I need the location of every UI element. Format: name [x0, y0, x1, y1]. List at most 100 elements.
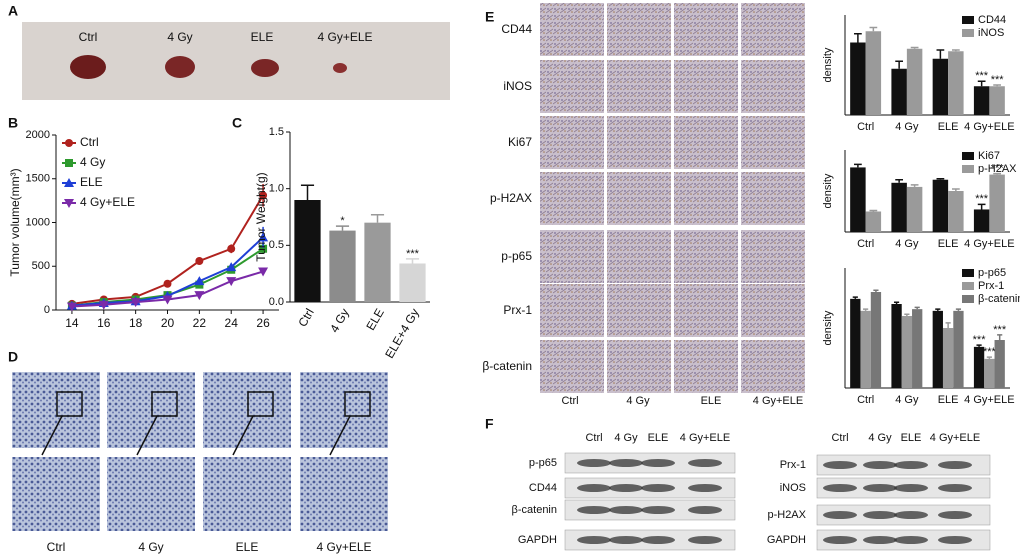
legend-label: p-H2AX — [978, 163, 1017, 175]
bar — [850, 42, 866, 115]
legend-label: Prx-1 — [978, 280, 1004, 292]
blot-band — [863, 461, 897, 469]
x-tick-label: ELE+4 Gy — [382, 306, 422, 361]
group-label: Ctrl — [79, 30, 98, 44]
legend-marker — [65, 139, 73, 147]
x-tick-label: Ctrl — [295, 306, 316, 329]
blot-band — [938, 484, 972, 492]
x-tick-label: 22 — [193, 316, 207, 330]
legend-swatch — [962, 16, 974, 24]
column-label: ELE — [701, 395, 722, 407]
tumor — [251, 59, 279, 77]
ihc-image — [741, 60, 805, 113]
bar — [932, 58, 949, 115]
bar — [399, 263, 426, 302]
blot-band — [894, 461, 928, 469]
x-tick-label: 4 Gy — [895, 121, 919, 133]
panel-letter: E — [485, 9, 494, 25]
x-tick-label: 4 Gy — [327, 306, 352, 335]
bar — [891, 304, 902, 388]
column-label: 4 Gy+ELE — [753, 395, 803, 407]
ihc-image — [607, 284, 671, 337]
ihc-image — [540, 3, 604, 56]
group-label: ELE — [236, 540, 259, 554]
x-tick-label: ELE — [363, 306, 386, 333]
ihc-image — [674, 116, 738, 169]
error-bar — [893, 301, 900, 304]
bar — [891, 182, 907, 232]
zoom-box — [344, 391, 371, 417]
blot-band — [863, 484, 897, 492]
column-label: ELE — [648, 432, 669, 444]
y-axis-label: Tumor Weight(g) — [254, 172, 268, 261]
error-bar — [852, 296, 858, 299]
x-tick-label: 4 Gy+ELE — [964, 121, 1014, 133]
error-bar — [976, 344, 982, 347]
error-bar — [869, 209, 878, 212]
error-bar — [335, 225, 350, 231]
ihc-image — [607, 3, 671, 56]
ihc-image — [540, 172, 604, 225]
row-label: p-H2AX — [767, 509, 806, 521]
significance-label: * — [340, 215, 345, 227]
column-label: Ctrl — [585, 432, 602, 444]
ihc-image — [674, 230, 738, 283]
significance-label: *** — [975, 70, 989, 82]
ihc-image — [540, 60, 604, 113]
zoom-arrow — [232, 415, 254, 456]
ihc-image — [540, 284, 604, 337]
column-label: 4 Gy — [626, 395, 650, 407]
group-label: 4 Gy — [138, 540, 163, 554]
histology-image — [12, 372, 100, 448]
blot-band — [823, 484, 857, 492]
bar — [294, 200, 321, 302]
blot-band — [609, 459, 643, 467]
bar — [989, 174, 1005, 232]
x-tick-label: 16 — [97, 316, 111, 330]
error-bar — [904, 313, 910, 316]
ihc-image — [674, 284, 738, 337]
point — [163, 279, 172, 288]
error-bar — [986, 356, 992, 359]
blot-band — [641, 459, 675, 467]
point — [259, 244, 268, 253]
error-bar — [993, 172, 1001, 175]
blot-band — [609, 484, 643, 492]
ihc-image — [741, 284, 805, 337]
row-label: Prx-1 — [503, 303, 532, 317]
point — [258, 267, 269, 277]
bar — [364, 222, 391, 302]
panel-letter: D — [8, 349, 18, 365]
y-tick-label: 1500 — [26, 173, 50, 185]
error-bar — [895, 178, 904, 183]
point — [195, 257, 204, 265]
row-label: GAPDH — [518, 534, 557, 546]
legend-label: Ki67 — [978, 150, 1000, 162]
x-tick-label: ELE — [938, 394, 959, 406]
row-label: Prx-1 — [780, 459, 806, 471]
legend-swatch — [962, 29, 974, 37]
ihc-image — [741, 230, 805, 283]
legend-swatch — [962, 282, 974, 290]
error-bar — [869, 26, 878, 32]
zoom-arrow — [41, 415, 63, 456]
error-bar — [936, 177, 945, 180]
y-tick-label: 500 — [32, 260, 50, 272]
blot-band — [577, 536, 611, 544]
blot-band — [609, 536, 643, 544]
significance-label: *** — [991, 162, 1005, 174]
bar — [948, 51, 964, 115]
bar — [948, 191, 964, 232]
legend-label: 4 Gy — [80, 155, 105, 169]
point — [130, 298, 141, 308]
error-bar — [863, 308, 869, 311]
row-label: iNOS — [503, 79, 532, 93]
bar — [973, 86, 990, 115]
column-label: 4 Gy+ELE — [680, 432, 730, 444]
row-label: p-p65 — [529, 457, 557, 469]
x-tick-label: 4 Gy+ELE — [964, 238, 1014, 250]
row-label: β-catenin — [512, 504, 557, 516]
column-label: 4 Gy — [868, 432, 892, 444]
blot-band — [609, 506, 643, 514]
zoom-box — [151, 391, 178, 417]
